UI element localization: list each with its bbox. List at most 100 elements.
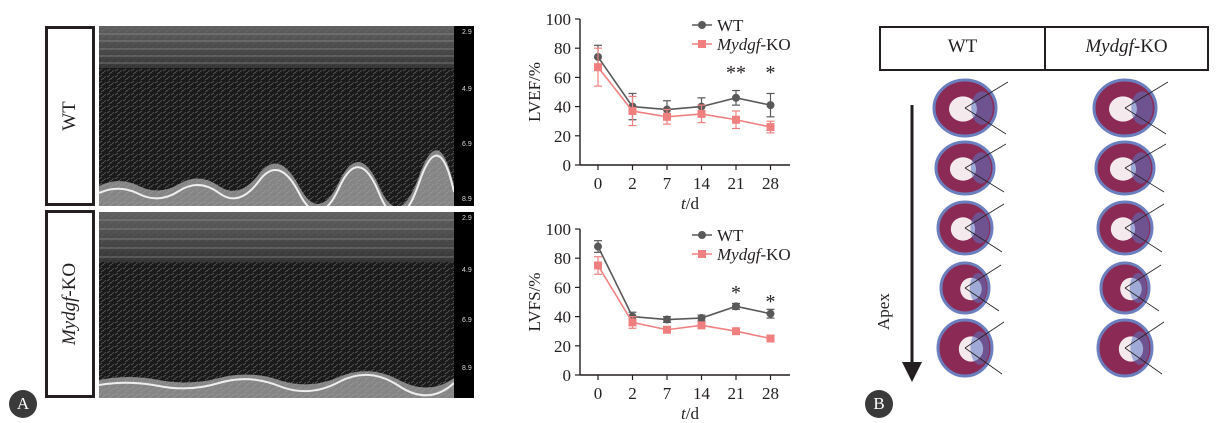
apex-label: Apex [874, 293, 893, 330]
measure-line [1124, 321, 1165, 349]
measure-line [964, 81, 1009, 109]
measure-line [1124, 143, 1167, 169]
echo-row-label-ko-text: Mydgf-KO [59, 263, 81, 345]
echo-scale-ko: 2.9 4.9 6.9 8.9 [454, 212, 474, 398]
x-tick-label: 0 [594, 384, 603, 403]
section-scar [969, 273, 987, 303]
y-tick-label: 40 [554, 308, 571, 327]
heart-section-wt [934, 140, 1007, 196]
heart-section-ko [1096, 200, 1165, 256]
echo-scale-tick: 4.9 [462, 267, 472, 274]
data-point [732, 115, 740, 124]
x-tick-label: 2 [628, 174, 637, 193]
significance-mark: * [731, 282, 741, 304]
panel-b-header-ko-italic: Mydgf [1085, 36, 1134, 57]
section-lumen [1109, 157, 1137, 181]
y-axis-label: LVFS/% [525, 273, 544, 332]
echo-image-wt-graphic [99, 26, 454, 206]
heart-section-ko [1092, 78, 1169, 138]
y-tick-label: 60 [554, 68, 571, 87]
echo-scale-tick: 8.9 [462, 196, 472, 203]
measure-line [1124, 167, 1165, 193]
legend-label: Mydgf-KO [716, 35, 791, 54]
echo-row-label-wt-text: WT [59, 101, 80, 131]
section-scar [1130, 212, 1150, 244]
data-point [663, 112, 671, 121]
y-tick-label: 40 [554, 98, 571, 117]
echo-row-label-wt: WT [45, 26, 95, 206]
section-scar [1129, 273, 1147, 303]
data-point [697, 314, 706, 323]
echo-scale-tick: 2.9 [462, 29, 472, 36]
measure-line [964, 347, 1003, 375]
measure-line [1124, 81, 1169, 109]
heart-section-wt [936, 200, 1005, 256]
data-point [766, 123, 775, 132]
panel-b-header-wt: WT [879, 26, 1046, 71]
legend-label: Mydgf-KO [716, 245, 791, 264]
panel-label-a: A [9, 390, 37, 418]
heart-section-wt [936, 318, 1005, 378]
x-tick-label: 28 [762, 174, 779, 193]
section-lumen [1110, 217, 1136, 241]
data-point [594, 63, 602, 72]
panel-b-header-wt-text: WT [947, 36, 978, 57]
y-axis-label: LVEF/% [525, 62, 544, 122]
echo-scale-tick: 2.9 [462, 215, 472, 222]
data-point [594, 261, 602, 270]
legend-marker [698, 250, 706, 258]
heart-section-ko [1094, 140, 1167, 196]
echo-image-ko [99, 212, 454, 398]
echo-scale-tick: 6.9 [462, 141, 472, 148]
data-point [697, 109, 706, 118]
panel-b-header-ko: Mydgf-KO [1044, 26, 1209, 71]
y-tick-label: 100 [546, 220, 572, 239]
x-axis-label: t/d [681, 404, 699, 420]
x-tick-label: 28 [762, 384, 779, 403]
measure-line [1124, 264, 1162, 289]
legend-marker [698, 21, 706, 29]
measure-line [964, 287, 1000, 312]
y-tick-label: 100 [546, 10, 572, 29]
data-point [663, 325, 671, 334]
data-point [663, 315, 671, 324]
significance-mark: * [766, 62, 776, 84]
histology-sections [932, 78, 1169, 378]
heart-section-wt [932, 78, 1009, 138]
x-tick-label: 14 [693, 384, 711, 403]
panel-label-b: B [865, 390, 893, 418]
data-point [628, 318, 637, 327]
significance-mark: ** [726, 62, 746, 84]
data-point [628, 106, 637, 115]
echo-scale-tick: 4.9 [462, 86, 472, 93]
echo-image-wt [99, 26, 454, 206]
section-lumen [949, 96, 977, 122]
x-axis-label: t/d [681, 194, 699, 210]
measure-line [1124, 287, 1160, 312]
section-lumen [1109, 96, 1137, 122]
y-tick-label: 80 [554, 39, 571, 58]
y-tick-label: 20 [554, 337, 571, 356]
x-tick-label: 7 [663, 174, 672, 193]
data-point [766, 309, 775, 318]
series-line [597, 56, 771, 111]
series-line [597, 265, 771, 340]
section-scar [1130, 331, 1150, 365]
measure-line [1124, 203, 1165, 229]
section-scar [970, 152, 992, 184]
section-scar [1131, 91, 1153, 125]
echo-row-label-ko-suffix: -KO [59, 262, 80, 297]
section-scar [970, 331, 990, 365]
x-tick-label: 0 [594, 174, 603, 193]
measure-line [964, 264, 1002, 289]
x-tick-label: 2 [628, 384, 637, 403]
echo-row-label-ko-italic: Mydgf [59, 296, 80, 346]
echo-scale-tick: 6.9 [462, 317, 472, 324]
data-point [732, 327, 740, 336]
heart-section-wt [939, 261, 1002, 315]
x-tick-label: 7 [663, 384, 672, 403]
echo-row-label-ko: Mydgf-KO [45, 210, 95, 398]
y-tick-label: 60 [554, 278, 571, 297]
series-line [597, 66, 771, 128]
